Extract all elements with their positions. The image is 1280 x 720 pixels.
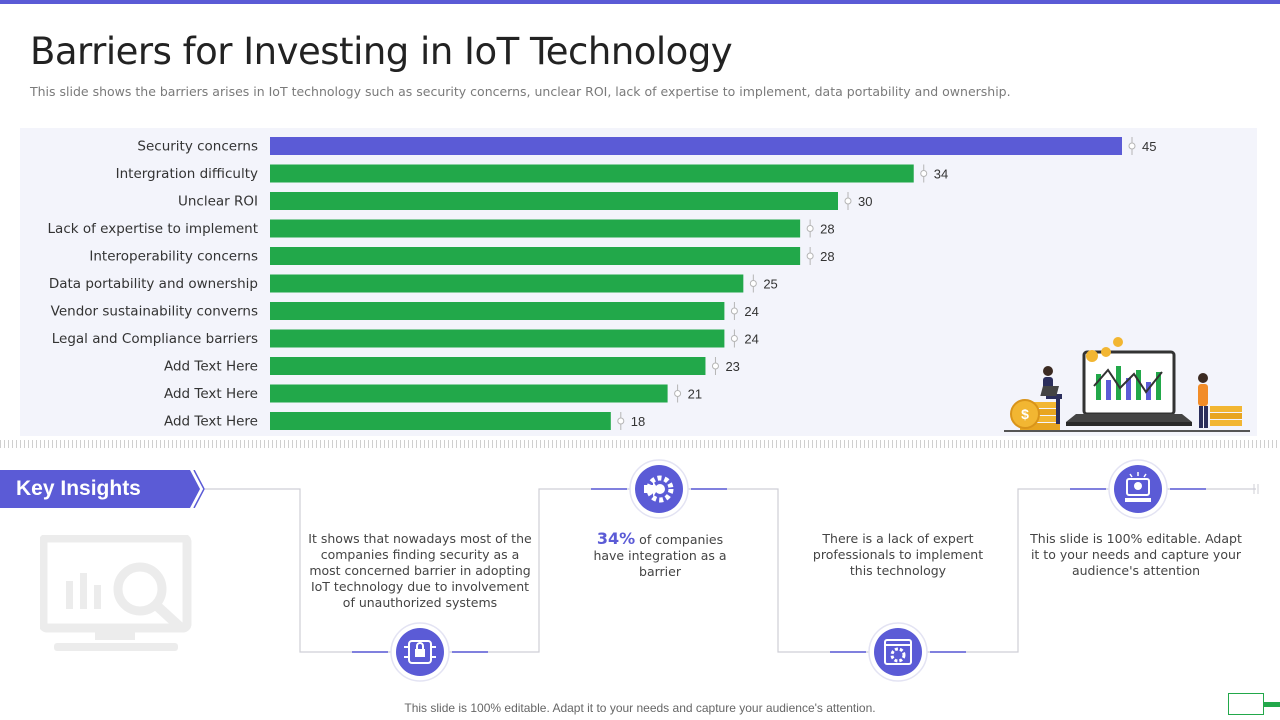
- value-marker: [711, 357, 719, 375]
- value-label: 30: [858, 194, 872, 209]
- bar: [270, 219, 801, 238]
- value-marker: [806, 247, 814, 265]
- value-label: 18: [631, 414, 645, 429]
- bar: [270, 192, 838, 210]
- coin-stack-left: $: [1010, 399, 1060, 430]
- person-standing: [1198, 373, 1208, 428]
- coin-stack-right: [1210, 406, 1242, 426]
- editable-idea-icon: [1108, 459, 1168, 519]
- bar: [270, 274, 744, 293]
- insight-text-2: 34% of companies have integration as a b…: [580, 531, 740, 580]
- expert-settings-icon: [868, 622, 928, 682]
- bar: [270, 137, 1122, 155]
- svg-text:$: $: [1021, 406, 1029, 422]
- laptop-chart: [1066, 337, 1192, 426]
- category-label: Intergration difficulty: [116, 166, 258, 182]
- category-label: Add Text Here: [164, 359, 258, 375]
- insight-text-3: There is a lack of expert professionals …: [812, 531, 984, 578]
- corner-tab: [1264, 702, 1280, 707]
- value-marker: [806, 219, 814, 238]
- bar: [270, 384, 668, 403]
- category-label: Add Text Here: [164, 414, 258, 430]
- value-label: 45: [1142, 139, 1156, 154]
- value-marker: [1128, 137, 1136, 155]
- page-subtitle: This slide shows the barriers arises in …: [30, 84, 1011, 99]
- value-label: 34: [934, 167, 948, 182]
- insight-percent: 34%: [596, 529, 636, 548]
- value-marker: [730, 302, 738, 320]
- corner-box: [1228, 693, 1264, 715]
- bar: [270, 164, 914, 183]
- category-label: Add Text Here: [164, 386, 258, 402]
- bar: [270, 357, 706, 375]
- bar: [270, 302, 725, 320]
- insight-text-4: This slide is 100% editable. Adapt it to…: [1030, 531, 1242, 578]
- value-label: 23: [725, 359, 739, 374]
- value-label: 21: [688, 387, 702, 402]
- dotted-separator: [0, 440, 1280, 448]
- bar-chart: Security concerns 45 Intergration difficul…: [48, 137, 1156, 430]
- category-label: Lack of expertise to implement: [48, 221, 258, 237]
- value-label: 28: [820, 249, 834, 264]
- category-label: Security concerns: [137, 139, 258, 155]
- category-label: Legal and Compliance barriers: [52, 331, 258, 347]
- page-title: Barriers for Investing in IoT Technology: [30, 30, 733, 73]
- category-label: Vendor sustainability converns: [51, 304, 258, 320]
- insight-text-2-body: of companies have integration as a barri…: [593, 532, 727, 579]
- category-label: Data portability and ownership: [49, 276, 258, 292]
- value-marker: [730, 329, 738, 348]
- value-label: 25: [763, 277, 777, 292]
- top-accent-bar: [0, 0, 1280, 4]
- person-sitting: [1040, 366, 1062, 424]
- category-label: Unclear ROI: [178, 194, 258, 210]
- security-chip-icon: [390, 622, 450, 682]
- insight-text-1: It shows that nowadays most of the compa…: [308, 531, 532, 610]
- key-insights-label: Key Insights: [16, 477, 141, 500]
- key-insights-banner: [0, 470, 205, 508]
- bar: [270, 329, 725, 348]
- bar: [270, 412, 611, 430]
- value-marker: [674, 384, 682, 403]
- investment-illustration: $: [1004, 337, 1250, 432]
- value-label: 24: [744, 304, 758, 319]
- bar: [270, 247, 801, 265]
- category-label: Interoperability concerns: [89, 249, 258, 265]
- value-label: 28: [820, 222, 834, 237]
- integration-gear-icon: [629, 459, 689, 519]
- value-marker: [749, 274, 757, 293]
- value-marker: [617, 412, 625, 430]
- value-marker: [844, 192, 852, 210]
- value-label: 24: [744, 332, 758, 347]
- footer-note: This slide is 100% editable. Adapt it to…: [404, 701, 876, 715]
- value-marker: [920, 164, 928, 183]
- analytics-monitor-icon: [40, 535, 192, 651]
